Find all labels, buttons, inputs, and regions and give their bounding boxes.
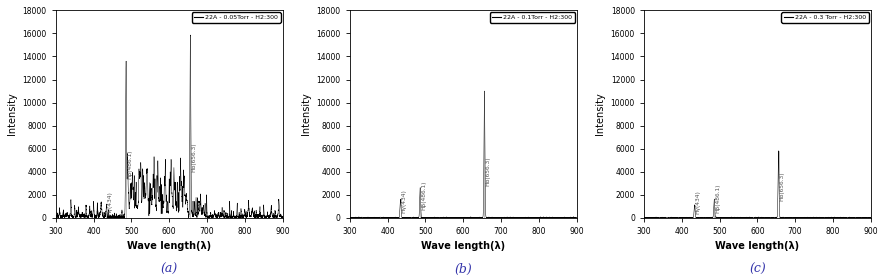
X-axis label: Wave length(λ): Wave length(λ) [421,241,505,251]
Text: Hγ(434): Hγ(434) [696,191,701,215]
Y-axis label: Intensity: Intensity [7,93,17,135]
X-axis label: Wave length(λ): Wave length(λ) [127,241,212,251]
Text: (c): (c) [749,263,766,276]
Y-axis label: Intensity: Intensity [301,93,311,135]
X-axis label: Wave length(λ): Wave length(λ) [715,241,799,251]
Y-axis label: Intensity: Intensity [595,93,605,135]
Text: Hβ(486.1): Hβ(486.1) [127,149,132,179]
Text: (b): (b) [454,263,472,276]
Text: Hβ(486.1): Hβ(486.1) [421,181,427,210]
Legend: 22A - 0.1Torr - H2:300: 22A - 0.1Torr - H2:300 [489,12,574,23]
Text: Hγ(434): Hγ(434) [402,189,406,213]
Legend: 22A - 0.3 Torr - H2:300: 22A - 0.3 Torr - H2:300 [781,12,869,23]
Text: Hβ(486.1): Hβ(486.1) [715,184,720,213]
Text: (a): (a) [160,263,178,276]
Text: Hγ(434): Hγ(434) [108,191,112,215]
Text: Hα(656.3): Hα(656.3) [780,171,785,201]
Text: Hα(656.3): Hα(656.3) [191,143,196,172]
Legend: 22A - 0.05Torr - H2:300: 22A - 0.05Torr - H2:300 [191,12,281,23]
Text: Hα(656.3): Hα(656.3) [486,156,490,186]
